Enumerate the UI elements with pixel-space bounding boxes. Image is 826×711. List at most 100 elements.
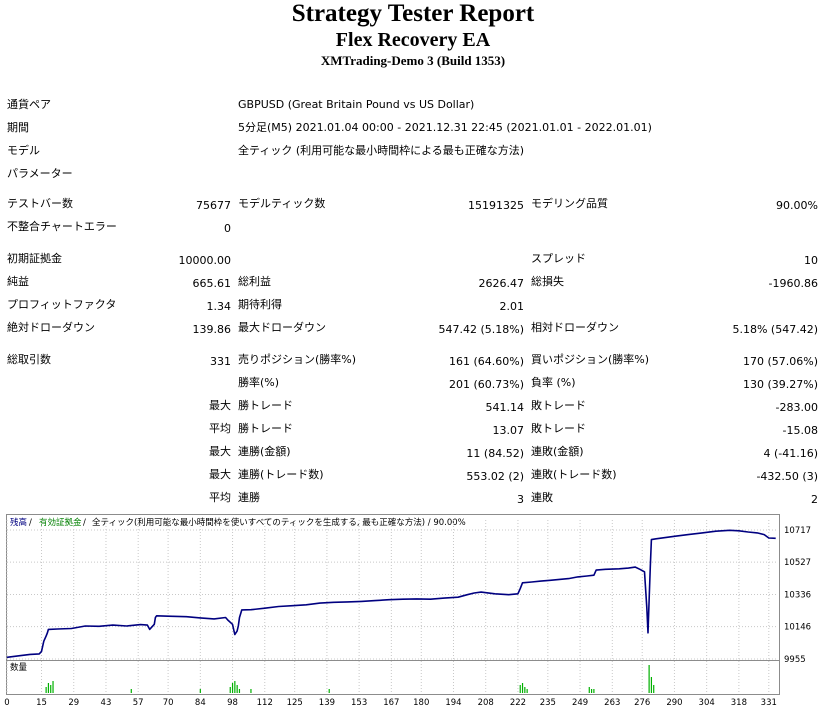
x-tick-label: 331 — [761, 698, 777, 708]
spread-value: 10 — [804, 254, 818, 267]
x-tick-label: 98 — [227, 698, 238, 708]
pair-value: GBPUSD (Great Britain Pound vs US Dollar… — [238, 98, 475, 111]
x-tick-label: 304 — [699, 698, 715, 708]
y-tick-label: 9955 — [784, 655, 806, 665]
deposit-value: 10000.00 — [178, 254, 232, 267]
balance-lines — [6, 529, 776, 659]
profit-factor-label: プロフィットファクタ — [7, 298, 117, 311]
balance-chart-frame — [6, 514, 780, 661]
avg-win-label: 勝トレード — [238, 422, 293, 435]
short-positions-value: 161 (64.60%) — [448, 355, 524, 368]
max-drawdown-label: 最大ドローダウン — [238, 321, 326, 334]
largest-loss-value: -283.00 — [775, 401, 818, 414]
avg-win-value: 13.07 — [492, 424, 525, 437]
x-tick-label: 180 — [413, 698, 429, 708]
pair-label: 通貨ペア — [7, 98, 51, 111]
avg-consec-prefix: 平均 — [209, 491, 231, 504]
volume-label: 数量 — [10, 662, 28, 673]
win-rate-label: 勝率(%) — [238, 376, 280, 389]
rel-drawdown-label: 相対ドローダウン — [531, 321, 619, 334]
x-tick-label: 43 — [101, 698, 112, 708]
bars-label: テストバー数 — [7, 197, 73, 210]
ea-name: Flex Recovery EA — [335, 29, 491, 51]
x-tick-label: 125 — [287, 698, 303, 708]
largest-win-label: 勝トレード — [238, 399, 293, 412]
net-profit-label: 純益 — [7, 275, 29, 288]
deposit-label: 初期証拠金 — [7, 252, 62, 265]
max-consec-prefix: 最大 — [209, 445, 231, 458]
period-value: 5分足(M5) 2021.01.04 00:00 - 2021.12.31 22… — [238, 121, 652, 134]
largest-loss-label: 敗トレード — [531, 399, 586, 412]
legend-sep-1: / — [29, 518, 32, 528]
total-trades-label: 総取引数 — [7, 353, 51, 366]
mismatch-label: 不整合チャートエラー — [7, 220, 117, 233]
gross-profit-label: 総利益 — [238, 275, 271, 288]
abs-drawdown-value: 139.86 — [192, 323, 232, 336]
abs-drawdown-label: 絶対ドローダウン — [7, 321, 95, 334]
short-positions-label: 売りポジション(勝率%) — [238, 353, 357, 366]
x-tick-label: 153 — [351, 698, 367, 708]
x-tick-label: 139 — [319, 698, 335, 708]
legend-method: 全ティック(利用可能な最小時間枠を使いすべてのティックを生成する, 最も正確な方… — [92, 517, 466, 528]
chart-grid — [6, 520, 778, 693]
report-title: Strategy Tester Report — [291, 0, 535, 27]
x-tick-label: 208 — [478, 698, 494, 708]
period-label: 期間 — [7, 121, 29, 134]
max-consec-loss-value: -432.50 (3) — [756, 470, 818, 483]
average-prefix: 平均 — [209, 422, 231, 435]
x-tick-label: 0 — [4, 698, 9, 708]
loss-rate-value: 130 (39.27%) — [742, 378, 818, 391]
expected-payoff-value: 2.01 — [499, 300, 525, 313]
gross-loss-value: -1960.86 — [768, 277, 818, 290]
win-rate-value: 201 (60.73%) — [448, 378, 524, 391]
loss-rate-label: 負率 (%) — [531, 376, 576, 389]
balance-line — [6, 529, 776, 659]
rel-drawdown-value: 5.18% (547.42) — [732, 323, 818, 336]
x-tick-label: 29 — [68, 698, 79, 708]
max-drawdown-value: 547.42 (5.18%) — [438, 323, 524, 336]
x-tick-label: 194 — [445, 698, 461, 708]
avg-loss-value: -15.08 — [782, 424, 818, 437]
volume-bars — [45, 665, 655, 693]
x-tick-label: 222 — [510, 698, 526, 708]
x-tick-label: 57 — [133, 698, 144, 708]
long-positions-label: 買いポジション(勝率%) — [531, 353, 650, 366]
x-tick-label: 84 — [195, 698, 206, 708]
spread-label: スプレッド — [531, 252, 586, 265]
avg-loss-label: 敗トレード — [531, 422, 586, 435]
x-tick-label: 263 — [604, 698, 620, 708]
legend-equity: 有効証拠金 — [39, 517, 82, 528]
y-tick-label: 10527 — [784, 558, 811, 568]
quality-label: モデリング品質 — [531, 197, 608, 210]
quality-value: 90.00% — [776, 199, 818, 212]
avg-consec-losses-label: 連敗 — [531, 491, 553, 504]
gross-profit-value: 2626.47 — [478, 277, 525, 290]
max-consec-losses-value: 4 (-41.16) — [763, 447, 818, 460]
y-tick-label: 10336 — [784, 591, 811, 601]
largest-win-value: 541.14 — [485, 401, 525, 414]
x-tick-label: 112 — [257, 698, 273, 708]
gross-loss-label: 総損失 — [531, 275, 564, 288]
mismatch-value: 0 — [224, 222, 231, 235]
x-tick-label: 70 — [163, 698, 174, 708]
largest-prefix: 最大 — [209, 399, 231, 412]
max-consec-count-prefix: 最大 — [209, 468, 231, 481]
y-tick-label: 10717 — [784, 526, 811, 536]
max-consec-wins-label: 連勝(金額) — [238, 445, 291, 458]
x-tick-label: 276 — [634, 698, 650, 708]
y-tick-label: 10146 — [784, 623, 811, 633]
max-consec-profit-value: 553.02 (2) — [466, 470, 524, 483]
max-consec-profit-label: 連勝(トレード数) — [238, 468, 324, 481]
x-tick-label: 167 — [383, 698, 399, 708]
ticks-value: 15191325 — [468, 199, 524, 212]
server-build: XMTrading-Demo 3 (Build 1353) — [320, 53, 506, 68]
bars-value: 75677 — [196, 199, 231, 212]
total-trades-value: 331 — [210, 355, 231, 368]
profit-factor-value: 1.34 — [206, 300, 232, 313]
avg-consec-losses-value: 2 — [811, 493, 818, 506]
max-consec-loss-label: 連敗(トレード数) — [531, 468, 617, 481]
legend-balance: 残高 — [10, 517, 27, 528]
max-consec-losses-label: 連敗(金額) — [531, 445, 584, 458]
x-tick-label: 290 — [666, 698, 682, 708]
